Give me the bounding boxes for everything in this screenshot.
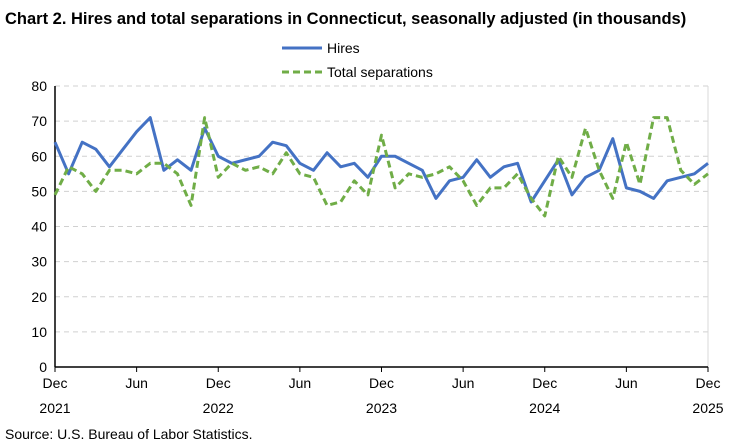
x-tick-year: 2023: [366, 400, 397, 416]
x-tick-month: Jun: [452, 375, 475, 391]
series-line-total-separations: [53, 116, 709, 218]
gridlines: [55, 85, 709, 367]
legend-label: Total separations: [327, 64, 433, 80]
x-tick-year: 2021: [39, 400, 70, 416]
source-note: Source: U.S. Bureau of Labor Statistics.: [5, 426, 252, 442]
x-axis: Dec 2021 Jun Dec 2022 Jun Dec 2023 Jun Dec 2024 Jun…: [39, 366, 724, 416]
x-tick-month: Dec: [696, 375, 721, 391]
series-group: [53, 116, 709, 218]
y-tick-label: 50: [31, 183, 47, 199]
y-tick-label: 70: [31, 113, 47, 129]
x-tick-month: Dec: [206, 375, 231, 391]
x-tick-month: Dec: [369, 375, 394, 391]
y-tick-label: 0: [39, 359, 47, 375]
x-tick-month: Jun: [615, 375, 638, 391]
y-axis: 0 10 20 30 40 50 60 70 80: [31, 78, 56, 375]
x-tick-year: 2024: [529, 400, 560, 416]
y-tick-label: 60: [31, 148, 47, 164]
x-tick-month: Dec: [43, 375, 68, 391]
y-tick-label: 80: [31, 78, 47, 94]
series-line-hires: [53, 116, 709, 204]
x-tick-month: Jun: [289, 375, 312, 391]
x-tick-year: 2022: [203, 400, 234, 416]
legend-label: Hires: [327, 40, 360, 56]
legend: Hires Total separations: [282, 40, 433, 80]
chart-title: Chart 2. Hires and total separations in …: [5, 10, 686, 28]
x-tick-year: 2025: [692, 400, 723, 416]
x-tick-month: Jun: [125, 375, 148, 391]
y-tick-label: 20: [31, 289, 47, 305]
y-tick-label: 40: [31, 219, 47, 235]
y-tick-label: 30: [31, 254, 47, 270]
y-tick-label: 10: [31, 324, 47, 340]
x-tick-month: Dec: [532, 375, 557, 391]
